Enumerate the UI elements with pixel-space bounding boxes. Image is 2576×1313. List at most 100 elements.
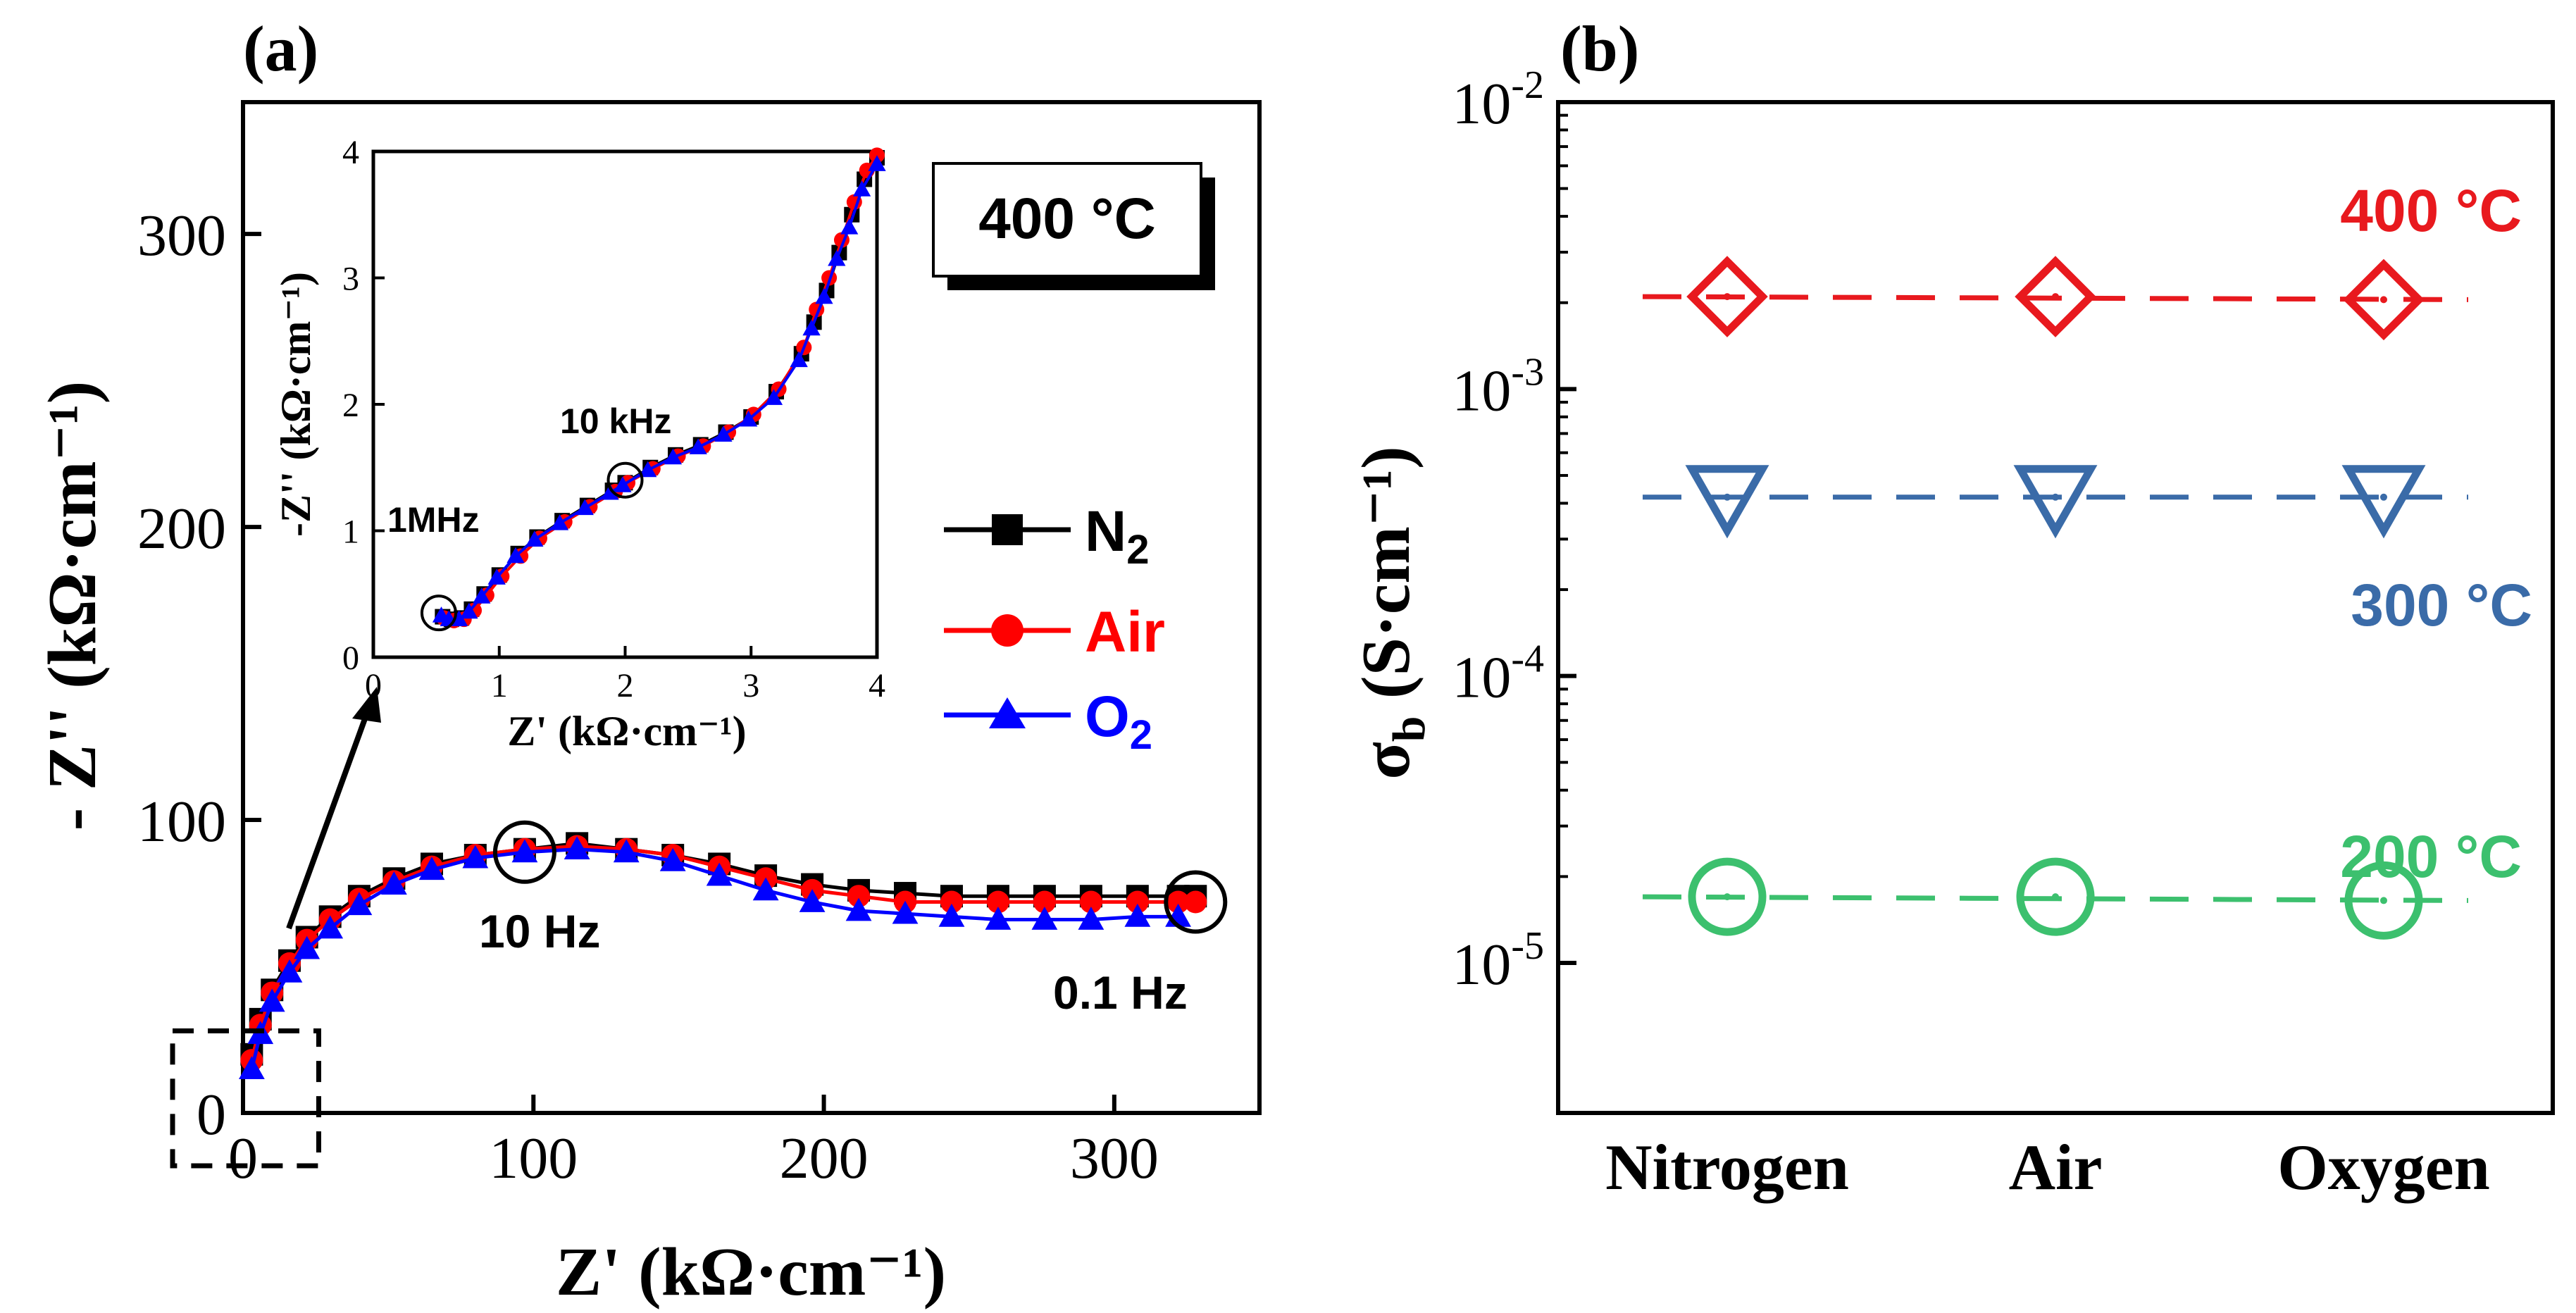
inset-data-point xyxy=(790,351,808,368)
inset-y-ticks: 0 1 2 3 4 xyxy=(342,134,385,677)
panel-b-label: (b) xyxy=(1560,13,1639,85)
data-point xyxy=(752,877,779,901)
panel-a-label: (a) xyxy=(243,13,318,85)
inset-highlight-circles xyxy=(420,461,644,632)
inset-highlight-circle xyxy=(606,461,644,499)
legend-label-n2: N2 xyxy=(1085,499,1149,573)
inset-x-label: Z' (kΩ·cm⁻¹) xyxy=(507,708,746,754)
panel-b-frame xyxy=(1556,100,2555,1115)
inset-data-point xyxy=(575,499,594,516)
inset-x-tick-label: 1 xyxy=(491,667,508,704)
data-point xyxy=(511,839,538,863)
inset-data-point xyxy=(460,602,478,619)
inset-y-tick-label: 4 xyxy=(342,134,359,171)
b-data-point xyxy=(2343,259,2425,341)
inset-data-point xyxy=(868,155,886,171)
inset-data-point xyxy=(852,180,871,197)
legend-item-o2: O2 xyxy=(944,685,1152,758)
x-tick-label: 0 xyxy=(228,1126,258,1191)
panel-b: (b) 10-2 10-3 10-4 10-5 Nitrogen Air Oxygen σ… xyxy=(1348,13,2555,1203)
data-point xyxy=(659,847,686,871)
b-y-tick-label: 10-5 xyxy=(1452,924,1544,997)
temperature-box xyxy=(932,162,1202,278)
inset-y-label: -Z'' (kΩ·cm⁻¹) xyxy=(273,272,319,537)
inset-data-point xyxy=(714,425,733,442)
b-series xyxy=(1643,465,2468,539)
panel-a-frame xyxy=(241,100,1262,1115)
x-tick-label: 100 xyxy=(489,1126,578,1191)
inset-y-tick-label: 1 xyxy=(342,514,359,551)
annotation-10hz: 10 Hz xyxy=(479,905,600,957)
annotation-1mhz: 1MHz xyxy=(387,500,480,540)
data-point xyxy=(1184,890,1207,914)
b-y-tick-label: 10-3 xyxy=(1452,350,1544,423)
annotation-0-1hz: 0.1 Hz xyxy=(1053,966,1188,1019)
b-series xyxy=(1642,857,2469,940)
b-data-point-center xyxy=(2380,897,2387,904)
inset-x-tick-label: 3 xyxy=(742,667,759,704)
b-data-point-center xyxy=(2052,493,2059,501)
x-tick-label: 200 xyxy=(780,1126,869,1191)
b-category-label: Oxygen xyxy=(2277,1131,2490,1203)
panel-a-highlight-circles xyxy=(492,820,1228,934)
data-point xyxy=(1124,903,1151,927)
panel-a-x-ticks: 0 100 200 300 xyxy=(228,1095,1159,1191)
series-label-300c: 300 °C xyxy=(2351,572,2532,638)
highlight-circle xyxy=(1164,870,1228,934)
data-point xyxy=(1166,890,1190,914)
inset-data-point xyxy=(639,461,657,478)
legend-marker-n2 xyxy=(992,514,1023,545)
legend: N2 Air O2 xyxy=(944,499,1165,758)
y-tick-label: 300 xyxy=(137,203,226,268)
inset-x-ticks: 0 1 2 3 4 xyxy=(365,646,885,704)
panel-a-y-label: - Z'' (kΩ·cm⁻¹) xyxy=(35,381,111,831)
inset-y-tick-label: 3 xyxy=(342,261,359,298)
series-label-400c: 400 °C xyxy=(2340,178,2522,244)
data-point xyxy=(418,857,445,880)
inset-data-point xyxy=(802,319,821,336)
data-point xyxy=(238,1056,265,1080)
panel-b-y-ticks: 10-2 10-3 10-4 10-5 xyxy=(1452,63,1576,997)
inset-data-point xyxy=(740,410,758,427)
inset-data-point xyxy=(614,476,632,492)
inset-x-tick-label: 2 xyxy=(617,667,634,704)
data-point xyxy=(294,935,321,959)
b-data-point-center xyxy=(2380,493,2387,501)
data-point xyxy=(1126,890,1149,914)
legend-item-n2: N2 xyxy=(944,499,1149,573)
legend-marker-o2 xyxy=(989,697,1026,728)
legend-item-air: Air xyxy=(944,600,1165,664)
y-tick-label: 100 xyxy=(137,789,226,854)
b-data-point xyxy=(1686,256,1768,337)
data-point xyxy=(564,836,590,860)
data-point xyxy=(845,897,872,921)
b-data-point xyxy=(1688,857,1767,936)
b-data-point-center xyxy=(2052,293,2059,301)
highlight-circle xyxy=(492,820,556,884)
data-point xyxy=(938,903,965,927)
data-point xyxy=(986,890,1009,914)
b-y-tick-label: 10-2 xyxy=(1452,63,1544,137)
panel-a-y-ticks: 0 100 200 300 xyxy=(137,203,261,1147)
data-point xyxy=(847,885,871,908)
panel-b-series xyxy=(1642,256,2469,940)
series-o2 xyxy=(238,836,1191,1080)
data-point xyxy=(940,890,963,914)
panel-b-x-ticks: Nitrogen Air Oxygen xyxy=(1605,1131,2490,1203)
b-data-point xyxy=(2344,861,2423,940)
inset-series xyxy=(432,147,886,628)
inset-series-o2 xyxy=(432,155,886,627)
data-point xyxy=(1079,890,1102,914)
inset-data-point xyxy=(689,438,707,454)
inset-data-point xyxy=(764,389,783,405)
inset-data-point xyxy=(840,218,859,235)
panel-b-y-label: σb (S·cm⁻¹) xyxy=(1348,446,1435,779)
inset-x-tick-label: 4 xyxy=(869,667,885,704)
data-point xyxy=(706,862,733,886)
b-data-point xyxy=(2015,256,2096,337)
data-point xyxy=(317,915,344,939)
data-point xyxy=(276,959,303,983)
b-category-label: Air xyxy=(2009,1131,2103,1203)
